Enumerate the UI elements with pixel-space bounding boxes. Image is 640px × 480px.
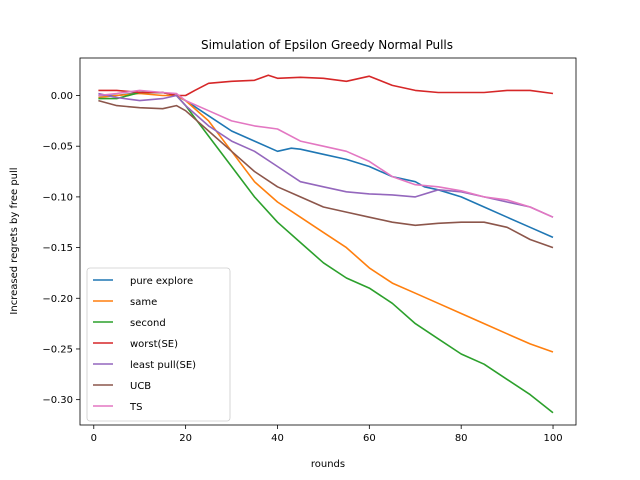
legend: pure explore same second worst(SE) least pul…: [86, 267, 231, 422]
series-line-1: [98, 92, 554, 353]
legend-label: second: [130, 318, 166, 329]
y-tick-label: −0.25: [42, 344, 73, 355]
x-tick-label: 60: [363, 433, 376, 444]
series-line-3: [98, 74, 554, 97]
series-layer: [98, 74, 554, 414]
legend-label: worst(SE): [130, 339, 178, 350]
legend-box: [86, 267, 231, 422]
x-tick-label: 80: [455, 433, 468, 444]
y-tick-label: 0.00: [51, 91, 73, 102]
y-axis-label: Increased regrets by free pull: [9, 167, 20, 314]
chart-title: Simulation of Epsilon Greedy Normal Pull…: [201, 38, 453, 52]
series-line-6: [98, 89, 554, 218]
y-tick-label: −0.20: [42, 294, 73, 305]
legend-label: pure explore: [130, 276, 193, 287]
legend-label: same: [130, 297, 157, 308]
x-tick-label: 20: [179, 433, 192, 444]
x-axis-label: rounds: [311, 459, 345, 470]
y-tick-label: −0.05: [42, 142, 73, 153]
x-tick-label: 0: [91, 433, 97, 444]
legend-label: UCB: [130, 381, 151, 392]
x-tick-label: 100: [543, 433, 562, 444]
y-axis: 0.00 −0.05 −0.10 −0.15 −0.20 −0.25 −0.30: [42, 91, 80, 406]
y-tick-label: −0.10: [42, 192, 73, 203]
plot-frame: [79, 57, 577, 426]
x-axis: 0 20 40 60 80 100: [91, 425, 563, 444]
y-tick-label: −0.15: [42, 243, 73, 254]
legend-label: least pull(SE): [130, 360, 196, 371]
legend-label: TS: [129, 402, 142, 413]
series-line-0: [98, 91, 554, 239]
series-line-5: [98, 99, 554, 249]
x-tick-label: 40: [271, 433, 284, 444]
y-tick-label: −0.30: [42, 395, 73, 406]
